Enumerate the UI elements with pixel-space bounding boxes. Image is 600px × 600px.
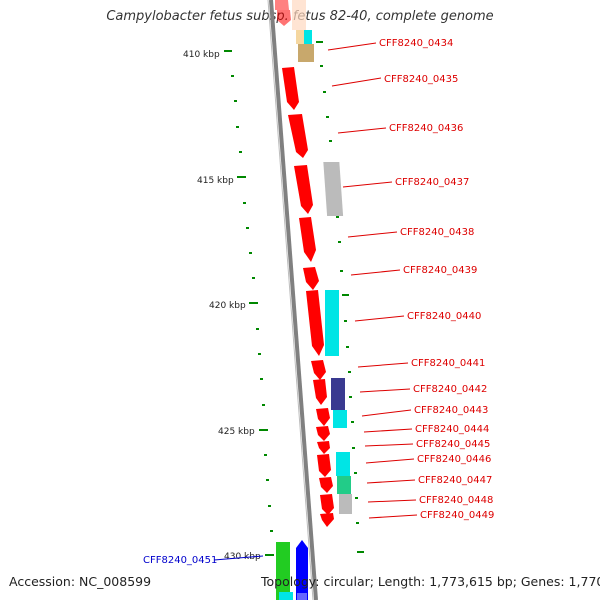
tick-label: 425 kbp — [218, 427, 255, 437]
tick-label: 430 kbp — [224, 552, 261, 562]
gene-arrow — [317, 441, 330, 454]
gene-arrow — [313, 379, 327, 405]
gene-arrow — [288, 114, 308, 158]
gene-label: CFF8240_0439 — [403, 265, 477, 276]
cog-bar — [279, 592, 293, 600]
gene-label: CFF8240_0448 — [419, 495, 493, 506]
tick-label: 415 kbp — [197, 176, 234, 186]
gene-label: CFF8240_0449 — [420, 510, 494, 521]
cog-bar — [339, 494, 352, 514]
gene-arrow — [320, 513, 334, 527]
gene-arrow — [275, 0, 289, 10]
cog-bar — [292, 0, 306, 30]
topology-text: Topology: circular; Length: 1,773,615 bp… — [261, 574, 600, 589]
gene-arrow — [311, 360, 326, 380]
gc-marks-inner — [224, 50, 274, 556]
cog-bars — [276, 0, 352, 600]
tick-label: 420 kbp — [209, 301, 246, 311]
gene-label: CFF8240_0441 — [411, 358, 485, 369]
gene-arrow — [303, 267, 319, 290]
gene-label: CFF8240_0440 — [407, 311, 481, 322]
gene-arrow — [316, 408, 330, 426]
gene-label: CFF8240_0443 — [414, 405, 488, 416]
label-leaders — [327, 42, 418, 519]
accession-text: Accession: NC_008599 — [9, 574, 152, 589]
backbone — [269, 0, 318, 600]
label-leader-reverse — [213, 555, 264, 561]
backbone-shadow — [267, 0, 314, 600]
gene-label: CFF8240_0435 — [384, 74, 458, 85]
cog-bar — [337, 476, 351, 494]
gene-label: CFF8240_0438 — [400, 227, 474, 238]
gene-label-reverse: CFF8240_0451 — [143, 555, 217, 566]
gene-arrow — [316, 426, 330, 441]
gene-label: CFF8240_0444 — [415, 424, 489, 435]
gene-arrow — [299, 217, 316, 262]
gene-arrow — [282, 67, 299, 110]
cog-bar — [333, 410, 347, 428]
cog-bar — [331, 378, 345, 410]
gene-label: CFF8240_0445 — [416, 439, 490, 450]
gene-arrow — [320, 494, 334, 515]
scale-labels: 410 kbp 415 kbp 420 kbp 425 kbp 430 kbp — [183, 50, 261, 562]
gene-label: CFF8240_0442 — [413, 384, 487, 395]
gene-labels: CFF8240_0434 CFF8240_0435 CFF8240_0436 C… — [143, 38, 494, 566]
gene-label: CFF8240_0436 — [389, 123, 463, 134]
gene-arrow — [319, 477, 333, 493]
forward-genes — [275, 0, 334, 527]
gene-label: CFF8240_0437 — [395, 177, 469, 188]
gene-label: CFF8240_0446 — [417, 454, 491, 465]
cog-bar — [323, 162, 344, 216]
reverse-gene-tail — [297, 593, 307, 600]
cog-bar — [336, 452, 350, 476]
gene-label: CFF8240_0434 — [379, 38, 453, 49]
cog-bar — [276, 542, 290, 600]
cog-bar — [304, 30, 312, 44]
cog-bar — [325, 290, 339, 356]
cog-bar — [296, 30, 304, 44]
gene-arrow — [294, 165, 313, 214]
gene-label: CFF8240_0447 — [418, 475, 492, 486]
reverse-gene-arrow — [296, 540, 308, 600]
reverse-genes — [296, 540, 308, 600]
gene-arrow — [277, 10, 291, 26]
gene-arrow — [306, 290, 324, 356]
gene-arrow — [317, 454, 331, 477]
tick-label: 410 kbp — [183, 50, 220, 60]
cog-bar — [298, 44, 314, 62]
